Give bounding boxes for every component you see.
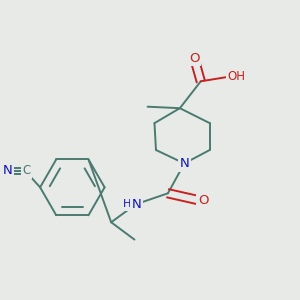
Text: H: H: [123, 199, 131, 209]
Text: N: N: [179, 157, 189, 170]
Text: O: O: [189, 52, 200, 64]
Text: N: N: [131, 197, 141, 211]
Text: C: C: [22, 164, 31, 177]
Text: O: O: [198, 194, 208, 207]
Text: OH: OH: [228, 70, 246, 83]
Text: N: N: [3, 164, 13, 177]
